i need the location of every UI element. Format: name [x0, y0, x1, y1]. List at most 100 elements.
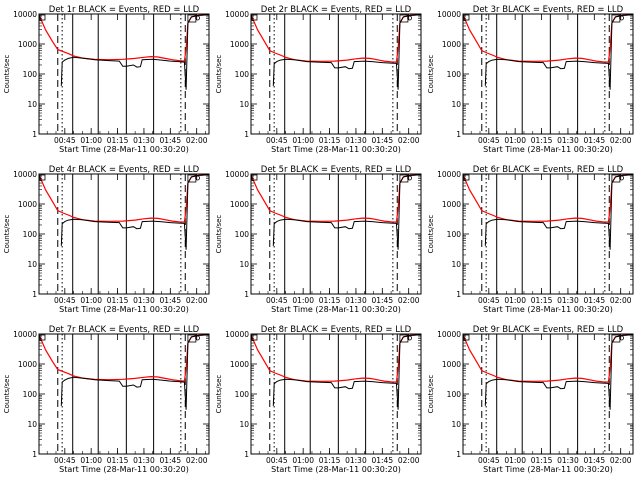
y-tick-label: 100: [235, 70, 250, 79]
x-tick-label: 00:45: [266, 136, 288, 145]
chart-title: Det 3r BLACK = Events, RED = LLD: [473, 5, 624, 15]
chart-panel: Det 5r BLACK = Events, RED = LLD 1 10 100 10…: [215, 165, 422, 314]
x-tick-label: 01:00: [292, 296, 314, 305]
y-tick-label: 1000: [442, 40, 461, 49]
y-tick-label: 1: [456, 130, 461, 139]
x-tick-label: 01:00: [292, 136, 314, 145]
x-tick-label: 00:45: [478, 456, 500, 465]
corner-marker: [195, 175, 200, 181]
x-tick-label: 00:45: [266, 296, 288, 305]
x-axis-label: Start Time (28-Mar-11 00:30:20): [59, 305, 189, 314]
y-tick-label: 1000: [18, 200, 37, 209]
x-tick-label: 01:30: [345, 456, 367, 465]
y-tick-label: 1: [32, 290, 37, 299]
events-series-line: [60, 174, 210, 250]
corner-marker: [251, 334, 258, 341]
x-tick-label: 01:45: [371, 136, 393, 145]
x-tick-label: 00:45: [478, 136, 500, 145]
y-tick-label: 1: [244, 450, 249, 459]
corner-marker: [251, 174, 258, 181]
x-tick-label: 00:45: [478, 296, 500, 305]
x-axis-label: Start Time (28-Mar-11 00:30:20): [271, 305, 401, 314]
y-tick-label: 10000: [13, 170, 37, 179]
x-tick-label: 01:45: [159, 456, 181, 465]
x-tick-label: 01:15: [531, 296, 553, 305]
y-tick-label: 100: [447, 230, 462, 239]
y-tick-label: 10: [239, 420, 249, 429]
y-tick-label: 10: [27, 420, 37, 429]
x-axis-label: Start Time (28-Mar-11 00:30:20): [483, 465, 613, 474]
x-tick-label: 02:00: [186, 296, 208, 305]
y-axis-label: Counts/sec: [427, 215, 435, 254]
x-axis-label: Start Time (28-Mar-11 00:30:20): [483, 305, 613, 314]
x-tick-label: 01:15: [319, 296, 341, 305]
corner-marker: [39, 334, 46, 341]
corner-marker: [251, 14, 258, 21]
y-tick-label: 1: [456, 450, 461, 459]
x-tick-label: 01:30: [133, 136, 155, 145]
y-tick-label: 10000: [225, 10, 249, 19]
lld-series-line: [462, 334, 634, 383]
x-tick-label: 01:00: [80, 456, 102, 465]
x-tick-label: 01:30: [133, 456, 155, 465]
x-tick-label: 01:00: [80, 136, 102, 145]
corner-marker: [407, 15, 412, 21]
y-tick-label: 10: [27, 100, 37, 109]
x-axis-label: Start Time (28-Mar-11 00:30:20): [59, 465, 189, 474]
chart-panel: Det 3r BLACK = Events, RED = LLD 1 10 100 10…: [427, 5, 634, 154]
x-tick-label: 01:00: [292, 456, 314, 465]
x-tick-label: 01:30: [557, 296, 579, 305]
events-series-line: [484, 334, 634, 410]
chart-panel: Det 8r BLACK = Events, RED = LLD 1 10 100 10…: [215, 325, 422, 474]
events-series-line: [272, 334, 422, 410]
y-tick-label: 10000: [13, 330, 37, 339]
y-tick-label: 10: [239, 100, 249, 109]
y-tick-label: 10000: [225, 330, 249, 339]
y-tick-label: 10: [451, 260, 461, 269]
corner-marker: [39, 14, 46, 21]
x-tick-label: 01:30: [557, 456, 579, 465]
y-tick-label: 100: [23, 230, 38, 239]
x-tick-label: 02:00: [186, 456, 208, 465]
events-series-line: [60, 14, 210, 90]
x-tick-label: 01:45: [159, 136, 181, 145]
x-tick-label: 01:45: [371, 456, 393, 465]
x-tick-label: 00:45: [54, 136, 76, 145]
x-tick-label: 01:15: [531, 456, 553, 465]
lld-series-line: [462, 174, 634, 223]
plot-frame: [462, 13, 634, 135]
x-tick-label: 01:45: [371, 296, 393, 305]
y-tick-label: 100: [235, 230, 250, 239]
chart-title: Det 6r BLACK = Events, RED = LLD: [473, 165, 624, 175]
x-axis-label: Start Time (28-Mar-11 00:30:20): [271, 145, 401, 154]
lld-series-line: [250, 14, 422, 63]
y-tick-label: 1000: [230, 40, 249, 49]
plot-frame: [250, 173, 422, 295]
x-tick-label: 01:00: [504, 136, 526, 145]
x-tick-label: 01:45: [583, 136, 605, 145]
x-tick-label: 00:45: [266, 456, 288, 465]
lld-series-line: [38, 14, 210, 62]
y-tick-label: 100: [235, 390, 250, 399]
y-tick-label: 1000: [18, 40, 37, 49]
y-tick-label: 10: [27, 260, 37, 269]
chart-title: Det 5r BLACK = Events, RED = LLD: [261, 165, 412, 175]
y-tick-label: 1000: [230, 360, 249, 369]
plot-frame: [38, 173, 210, 295]
y-tick-label: 10000: [437, 170, 461, 179]
y-tick-label: 1000: [18, 360, 37, 369]
chart-panel: Det 2r BLACK = Events, RED = LLD 1 10 100 10…: [215, 5, 422, 154]
x-axis-label: Start Time (28-Mar-11 00:30:20): [483, 145, 613, 154]
plot-frame: [462, 173, 634, 295]
y-axis-label: Counts/sec: [3, 375, 11, 414]
plot-frame: [38, 333, 210, 455]
x-tick-label: 02:00: [610, 296, 632, 305]
lld-series-line: [250, 334, 422, 383]
y-tick-label: 10: [239, 260, 249, 269]
lld-series-line: [462, 14, 634, 63]
x-tick-label: 02:00: [398, 296, 420, 305]
plot-frame: [250, 333, 422, 455]
x-tick-label: 01:30: [133, 296, 155, 305]
y-tick-label: 10: [451, 100, 461, 109]
